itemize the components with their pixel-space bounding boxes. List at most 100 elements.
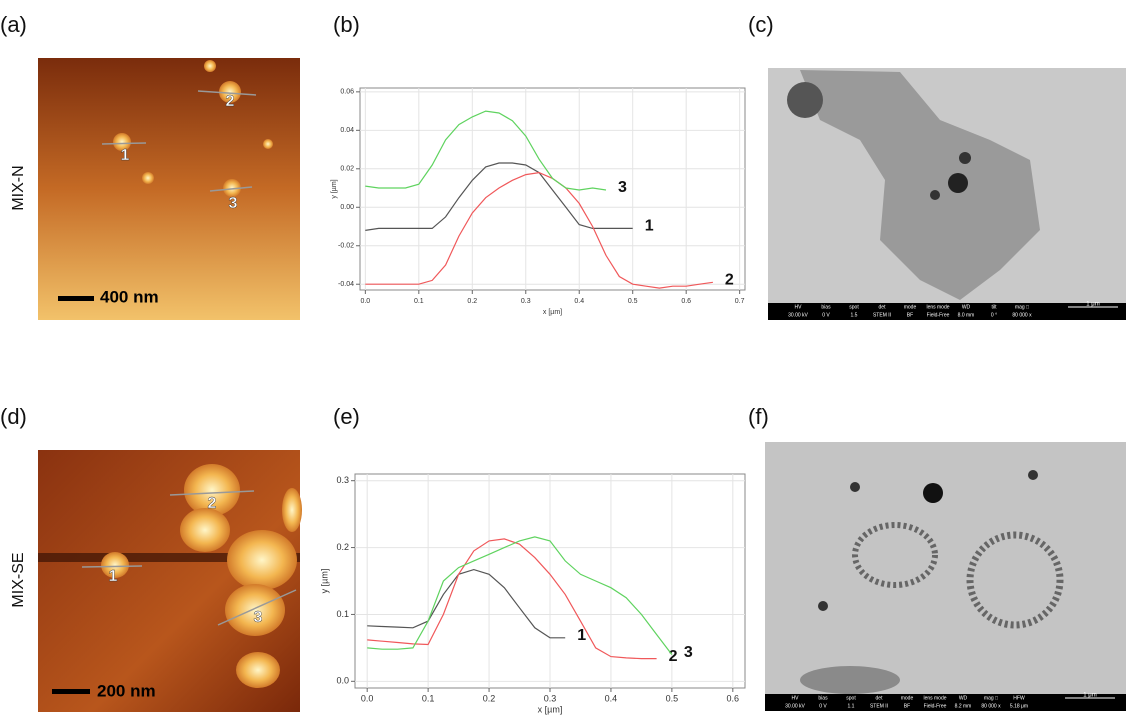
x-tick-label: 0.7 [735, 298, 745, 305]
sem-info-value: 8.2 mm [955, 703, 972, 709]
series-label: 2 [669, 648, 678, 665]
x-tick-label: 0.0 [360, 298, 370, 305]
profile-marker: 2 [226, 93, 235, 110]
y-tick-label: 0.02 [340, 166, 354, 173]
y-tick-label: -0.02 [338, 243, 354, 250]
sem-image [765, 442, 1126, 711]
sem-info-value: 5.18 μm [1010, 703, 1028, 709]
sample-label: MIX-SE [10, 552, 27, 607]
sem-info-value: STEM II [873, 312, 891, 318]
scale-label: 200 nm [97, 681, 156, 700]
sem-scale-label: 1 μm [1083, 693, 1096, 699]
sem-image [768, 68, 1126, 320]
sem-info-value: 80 000 x [981, 703, 1001, 709]
profile-marker: 1 [109, 568, 118, 585]
sem-info-key: lens mode [923, 695, 946, 701]
sem-info-key: bias [818, 695, 828, 701]
afm-image [38, 450, 302, 712]
sem-info-value: Field-Free [924, 703, 947, 709]
sem-info-value: BF [904, 703, 910, 709]
sem-info-key: WD [959, 695, 968, 701]
x-tick-label: 0.0 [361, 693, 374, 703]
x-tick-label: 0.3 [521, 298, 531, 305]
sem-info-key: mode [901, 695, 914, 701]
profile-marker: 3 [229, 195, 238, 212]
sem-info-key: lens mode [926, 304, 949, 310]
sem-info-key: det [876, 695, 884, 701]
x-tick-label: 0.5 [628, 298, 638, 305]
y-tick-label: 0.1 [336, 609, 349, 619]
afm-image [38, 58, 300, 320]
y-tick-label: -0.04 [338, 281, 354, 288]
sem-info-value: 0 V [822, 312, 830, 318]
y-tick-label: 0.2 [336, 542, 349, 552]
x-axis-label: x [µm] [543, 309, 562, 316]
x-tick-label: 0.3 [544, 693, 557, 703]
sem-info-key: mode [904, 304, 917, 310]
x-tick-label: 0.4 [605, 693, 618, 703]
sem-info-value: 1.5 [851, 312, 858, 318]
panel-label: (f) [748, 404, 769, 429]
sem-info-key: HFW [1013, 695, 1025, 701]
data-line [365, 171, 713, 289]
sem-scale-label: 1 μm [1086, 302, 1099, 308]
sem-info-key: mag □ [984, 695, 998, 701]
sem-info-value: 30.00 kV [785, 703, 805, 709]
panel-label: (a) [0, 12, 27, 37]
scale-label: 400 nm [100, 287, 159, 306]
x-tick-label: 0.6 [727, 693, 740, 703]
sem-info-value: BF [907, 312, 913, 318]
data-line [367, 568, 566, 639]
sem-info-value: 1.1 [848, 703, 855, 709]
sem-info-value: 8.0 mm [958, 312, 975, 318]
sem-info-key: HV [795, 304, 803, 310]
sem-info-value: 0 ° [991, 312, 997, 318]
sem-info-key: tilt [992, 304, 998, 310]
x-tick-label: 0.6 [681, 298, 691, 305]
y-tick-label: 0.04 [340, 127, 354, 134]
y-tick-label: 0.00 [340, 204, 354, 211]
sem-info-key: spot [846, 695, 856, 701]
series-label: 3 [684, 644, 693, 661]
panel-label: (c) [748, 12, 774, 37]
plot-area [359, 87, 746, 291]
sem-info-key: det [879, 304, 887, 310]
series-label: 1 [577, 627, 586, 644]
x-tick-label: 0.1 [422, 693, 435, 703]
data-line [365, 162, 633, 231]
profile-marker: 3 [254, 609, 263, 626]
series-label: 1 [645, 218, 654, 235]
y-tick-label: 0.3 [336, 475, 349, 485]
sem-info-value: 30.00 kV [788, 312, 808, 318]
panel-label: (b) [333, 12, 360, 37]
sem-info-key: spot [849, 304, 859, 310]
y-tick-label: 0.0 [336, 676, 349, 686]
x-tick-label: 0.1 [414, 298, 424, 305]
x-tick-label: 0.2 [483, 693, 496, 703]
series-label: 2 [725, 272, 734, 289]
x-tick-label: 0.5 [666, 693, 679, 703]
sem-info-value: STEM II [870, 703, 888, 709]
sem-info-value: Field-Free [927, 312, 950, 318]
x-tick-label: 0.4 [574, 298, 584, 305]
y-axis-label: y [µm] [331, 179, 338, 198]
x-tick-label: 0.2 [467, 298, 477, 305]
panel-label: (e) [333, 404, 360, 429]
sample-label: MIX-N [10, 165, 27, 210]
sem-info-key: bias [821, 304, 831, 310]
series-label: 3 [618, 179, 627, 196]
sem-info-value: 80 000 x [1012, 312, 1032, 318]
sem-info-key: WD [962, 304, 971, 310]
panel-label: (d) [0, 404, 27, 429]
sem-info-key: HV [792, 695, 800, 701]
y-tick-label: 0.06 [340, 89, 354, 96]
profile-marker: 2 [208, 495, 217, 512]
x-axis-label: x [µm] [538, 704, 563, 714]
sem-info-key: mag □ [1015, 304, 1029, 310]
profile-marker: 1 [121, 147, 130, 164]
data-line [367, 536, 673, 655]
data-line [365, 110, 607, 191]
sem-info-value: 0 V [819, 703, 827, 709]
y-axis-label: y [µm] [319, 569, 329, 594]
